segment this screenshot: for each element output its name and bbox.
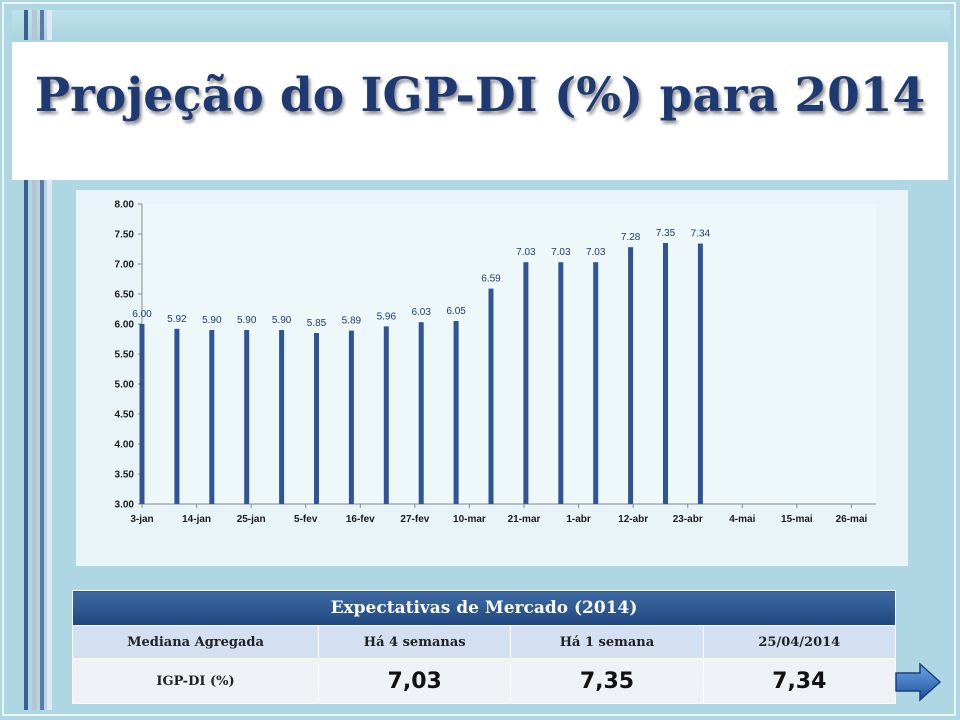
plot-background — [142, 204, 876, 504]
x-tick-label: 12-abr — [618, 514, 648, 525]
x-tick-label: 3-jan — [130, 514, 153, 525]
decor-stripes-left — [24, 180, 54, 710]
data-label: 5.90 — [237, 315, 257, 326]
bar — [523, 262, 529, 504]
data-label: 7.03 — [516, 247, 536, 258]
value-current: 7,34 — [702, 658, 897, 704]
y-tick-label: 5.00 — [115, 380, 135, 391]
chart-area: 3.00 3.50 4.00 4.50 5.00 5.50 6.00 6.50 7.00 7.50… — [76, 190, 908, 566]
value-4-weeks: 7,03 — [318, 658, 512, 704]
x-tick-label: 15-mai — [781, 514, 813, 525]
x-tick-label: 25-jan — [237, 514, 266, 525]
x-tick-label: 1-abr — [566, 514, 591, 525]
bar-chart: 3.00 3.50 4.00 4.50 5.00 5.50 6.00 6.50 7.00 7.50… — [115, 200, 876, 525]
header-median: Mediana Agregada — [71, 625, 320, 659]
data-label: 7.03 — [551, 247, 571, 258]
x-tick-label: 14-jan — [182, 514, 211, 525]
value-1-week: 7,35 — [510, 658, 704, 704]
bar — [209, 330, 215, 504]
bar — [628, 247, 634, 504]
bar — [244, 330, 250, 504]
header-1-week: Há 1 semana — [510, 625, 704, 659]
bar — [174, 328, 180, 504]
data-label: 7.28 — [621, 232, 641, 243]
bar — [383, 326, 389, 504]
header-4-weeks: Há 4 semanas — [318, 625, 512, 659]
y-tick-label: 3.00 — [115, 500, 135, 511]
y-tick-label: 6.00 — [115, 320, 135, 331]
data-label: 5.92 — [167, 314, 187, 325]
y-tick-label: 6.50 — [115, 290, 135, 301]
y-tick-label: 4.00 — [115, 440, 135, 451]
y-tick-label: 7.00 — [115, 260, 135, 271]
data-label: 5.96 — [377, 311, 397, 322]
bar — [453, 321, 459, 504]
data-label: 5.90 — [272, 315, 292, 326]
data-label: 5.85 — [307, 318, 327, 329]
y-tick-label: 7.50 — [115, 230, 135, 241]
bar — [558, 262, 564, 504]
right-arrow-icon — [895, 662, 942, 702]
data-label: 7.03 — [586, 247, 606, 258]
row-label: IGP-DI (%) — [71, 658, 320, 704]
bar — [314, 333, 319, 504]
title-band — [12, 42, 948, 180]
data-label: 5.90 — [202, 315, 222, 326]
y-tick-label: 5.50 — [115, 350, 135, 361]
data-label: 6.00 — [132, 309, 152, 320]
x-tick-label: 26-mai — [836, 514, 868, 525]
bar — [663, 243, 668, 504]
bar — [488, 288, 494, 504]
data-label: 6.59 — [481, 274, 501, 285]
bar — [279, 330, 285, 504]
data-label: 6.03 — [411, 307, 431, 318]
page-title: Projeção do IGP-DI (%) para 2014 — [34, 68, 926, 123]
bar — [139, 324, 145, 504]
bar — [418, 322, 424, 504]
table-title: Expectativas de Mercado (2014) — [72, 590, 896, 626]
y-tick-label: 4.50 — [115, 410, 135, 421]
bar — [593, 262, 599, 504]
y-tick-label: 8.00 — [115, 200, 135, 211]
x-tick-label: 16-fev — [346, 514, 375, 525]
x-tick-label: 21-mar — [508, 514, 541, 525]
x-tick-label: 5-fev — [294, 514, 318, 525]
x-tick-label: 4-mai — [729, 514, 755, 525]
header-date: 25/04/2014 — [702, 625, 897, 659]
y-tick-label: 3.50 — [115, 470, 135, 481]
bar — [348, 330, 354, 504]
data-label: 7.34 — [691, 229, 711, 240]
x-tick-label: 10-mar — [453, 514, 486, 525]
bar — [697, 243, 703, 504]
decor-stripes-top — [24, 10, 54, 40]
data-label: 5.89 — [342, 316, 362, 327]
x-tick-label: 23-abr — [673, 514, 703, 525]
next-slide-button[interactable] — [894, 662, 942, 702]
data-label: 6.05 — [446, 306, 466, 317]
market-expectations-table: Expectativas de Mercado (2014) Mediana A… — [71, 590, 897, 704]
data-label: 7.35 — [656, 228, 676, 239]
x-tick-label: 27-fev — [400, 514, 429, 525]
top-decor-band — [12, 10, 950, 40]
